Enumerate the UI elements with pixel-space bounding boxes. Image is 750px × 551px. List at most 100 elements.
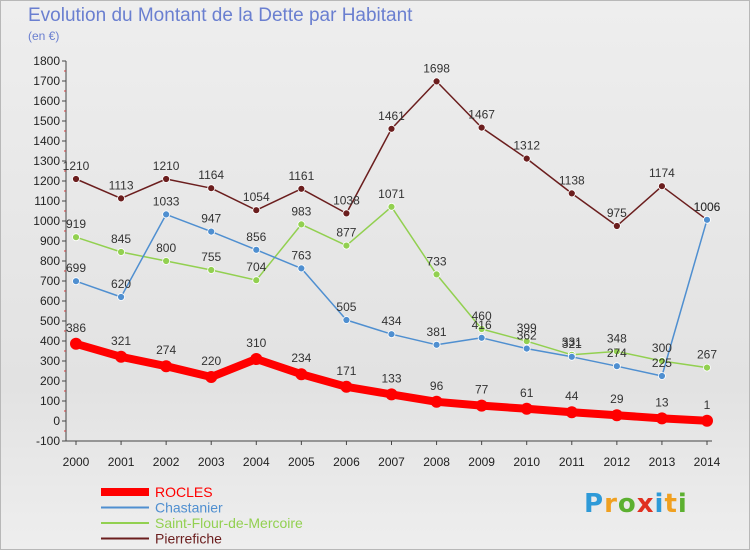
logo-letter: i [654,489,665,519]
data-label-chastanier: 362 [517,329,537,343]
data-point-chastanier [207,227,216,236]
data-point-saint-flour-de-mercoire [477,325,486,333]
data-point-rocles [655,412,668,425]
y-tick-label: 0 [53,414,60,428]
x-tick-label: 2014 [694,455,721,469]
data-label-saint-flour-de-mercoire: 919 [66,217,86,231]
y-tick-label: 800 [40,254,60,268]
data-label-pierrefiche: 1210 [63,159,90,173]
data-point-rocles [70,337,82,350]
data-label-pierrefiche: 1698 [423,61,450,75]
data-point-saint-flour-de-mercoire [432,270,441,279]
data-label-pierrefiche: 1161 [288,169,314,183]
data-label-pierrefiche: 1210 [153,159,180,173]
data-point-pierrefiche [477,123,486,132]
data-label-rocles: 1 [704,398,711,412]
data-point-rocles [565,406,578,419]
y-tick-label: 900 [40,234,60,248]
legend-label-pierrefiche: Pierrefiche [155,531,222,547]
data-label-chastanier: 1006 [694,200,721,214]
data-label-rocles: 321 [111,334,131,348]
x-tick-label: 2010 [513,455,540,469]
data-point-rocles [610,409,623,422]
data-point-chastanier [342,316,351,324]
data-point-saint-flour-de-mercoire [612,347,621,356]
data-point-chastanier [658,372,666,380]
data-label-chastanier: 947 [201,212,221,226]
logo-letter: x [636,489,655,519]
data-label-saint-flour-de-mercoire: 300 [652,341,672,355]
logo-letter: i [677,489,688,519]
data-point-rocles [205,371,218,383]
y-tick-label: 300 [40,354,60,368]
data-label-rocles: 133 [381,371,401,385]
y-tick-label: 1200 [33,174,60,188]
y-tick-label: 1400 [33,134,60,148]
y-tick-label: 1500 [33,114,60,128]
data-point-chastanier [297,264,306,273]
data-label-pierrefiche: 1467 [468,108,495,122]
data-label-saint-flour-de-mercoire: 983 [291,204,311,218]
data-label-chastanier: 225 [652,356,672,370]
data-label-saint-flour-de-mercoire: 755 [201,250,221,264]
x-tick-label: 2006 [333,455,360,469]
data-point-pierrefiche [297,184,306,193]
data-point-pierrefiche [387,124,396,133]
data-point-chastanier [703,215,711,224]
data-point-pierrefiche [432,77,441,86]
data-label-chastanier: 1033 [153,194,180,208]
x-tick-label: 2002 [153,455,180,469]
data-label-chastanier: 620 [111,277,131,291]
data-label-rocles: 96 [430,379,444,393]
data-label-saint-flour-de-mercoire: 877 [336,226,356,240]
data-label-rocles: 220 [201,354,221,368]
data-point-rocles [430,395,443,408]
data-point-saint-flour-de-mercoire [207,266,216,274]
data-label-pierrefiche: 1174 [649,166,675,180]
logo-letter: t [664,489,678,519]
data-label-saint-flour-de-mercoire: 399 [517,321,537,335]
data-point-chastanier [117,293,125,301]
data-label-chastanier: 856 [246,230,266,244]
data-point-saint-flour-de-mercoire [162,257,171,265]
data-label-chastanier: 274 [607,346,627,360]
data-point-chastanier [477,333,486,342]
data-label-saint-flour-de-mercoire: 331 [562,335,582,349]
legend-label-rocles: ROCLES [155,484,213,500]
y-tick-label: 100 [40,394,60,408]
x-tick-label: 2012 [604,455,631,469]
data-point-pierrefiche [658,182,666,191]
x-tick-label: 2005 [288,455,315,469]
data-label-pierrefiche: 1038 [333,193,360,207]
data-point-pierrefiche [567,189,576,198]
data-point-rocles [295,368,308,381]
y-tick-label: 600 [40,294,60,308]
y-tick-label: 1000 [33,214,60,228]
data-point-chastanier [522,344,531,353]
data-point-pierrefiche [207,184,216,193]
data-label-rocles: 386 [66,321,86,335]
data-label-saint-flour-de-mercoire: 800 [156,241,176,255]
data-label-chastanier: 763 [291,248,311,262]
logo-letter: o [617,489,637,519]
data-label-saint-flour-de-mercoire: 1071 [378,187,405,201]
y-tick-label: 200 [40,374,60,388]
data-point-chastanier [432,340,441,349]
data-label-pierrefiche: 1006 [694,200,721,214]
x-tick-label: 2000 [63,455,90,469]
data-label-pierrefiche: 1164 [198,168,224,182]
x-tick-label: 2007 [378,455,405,469]
data-point-saint-flour-de-mercoire [387,202,396,211]
data-label-pierrefiche: 975 [607,206,627,220]
data-label-saint-flour-de-mercoire: 348 [607,331,627,345]
y-tick-label: 1600 [33,94,60,108]
legend-label-chastanier: Chastanier [155,500,223,516]
legend-label-saint-flour-de-mercoire: Saint-Flour-de-Mercoire [155,515,303,531]
x-tick-label: 2013 [649,455,676,469]
data-label-chastanier: 321 [562,337,582,351]
data-point-pierrefiche [72,175,80,183]
data-label-pierrefiche: 1461 [378,109,405,123]
x-tick-label: 2009 [468,455,495,469]
data-point-rocles [520,402,533,415]
